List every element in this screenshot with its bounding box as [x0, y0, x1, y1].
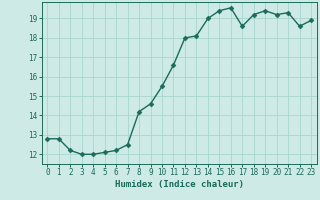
- X-axis label: Humidex (Indice chaleur): Humidex (Indice chaleur): [115, 180, 244, 189]
